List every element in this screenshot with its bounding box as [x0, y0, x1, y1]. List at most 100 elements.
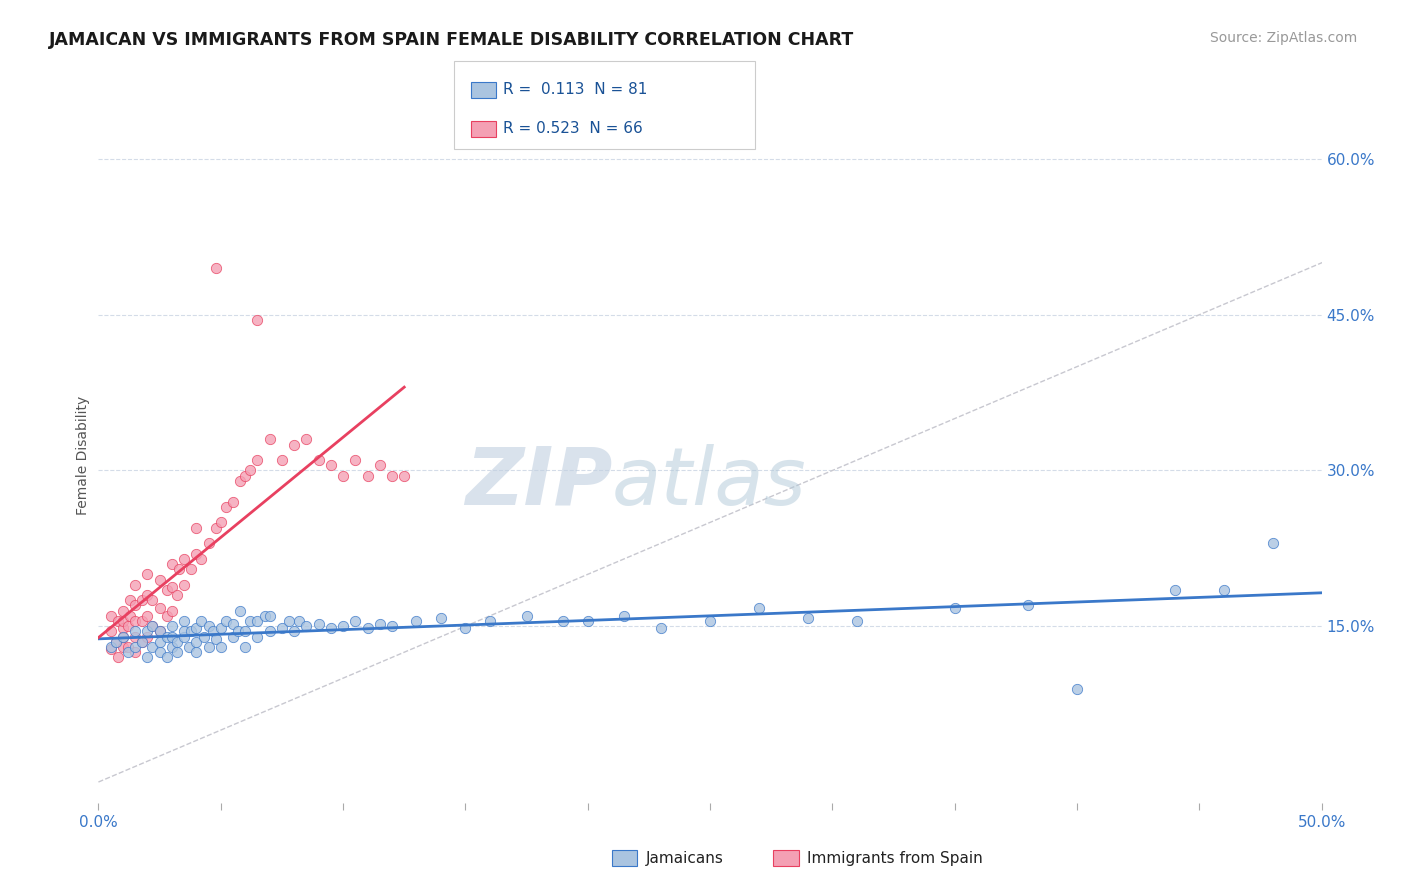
Point — [136, 650, 159, 665]
Point — [699, 614, 721, 628]
Point — [344, 614, 367, 628]
Point — [650, 621, 672, 635]
Point — [149, 645, 172, 659]
Point — [229, 604, 252, 618]
Point — [613, 608, 636, 623]
Point — [454, 621, 477, 635]
Point — [100, 624, 122, 639]
Point — [943, 600, 966, 615]
Point — [180, 624, 202, 639]
Point — [797, 611, 820, 625]
Point — [180, 562, 202, 576]
Point — [160, 580, 183, 594]
Point — [259, 433, 281, 447]
Point — [160, 630, 183, 644]
Point — [107, 614, 129, 628]
Point — [186, 547, 208, 561]
Point — [104, 635, 127, 649]
Point — [166, 635, 188, 649]
Text: ZIP: ZIP — [465, 443, 612, 522]
Point — [186, 520, 208, 534]
Point — [202, 624, 225, 639]
Point — [156, 650, 179, 665]
Point — [478, 614, 501, 628]
Y-axis label: Female Disability: Female Disability — [76, 395, 90, 515]
Point — [405, 614, 427, 628]
Point — [173, 624, 195, 639]
Point — [173, 630, 195, 644]
Point — [368, 458, 391, 473]
Point — [107, 650, 129, 665]
Point — [117, 619, 139, 633]
Point — [124, 624, 146, 639]
Point — [239, 463, 262, 477]
Point — [222, 494, 245, 508]
Point — [136, 608, 159, 623]
Point — [111, 614, 134, 628]
Point — [111, 640, 134, 654]
Point — [141, 619, 163, 633]
Point — [160, 604, 183, 618]
Point — [173, 578, 195, 592]
Point — [136, 567, 159, 582]
Point — [283, 624, 305, 639]
Point — [111, 630, 134, 644]
Point — [156, 608, 179, 623]
Point — [124, 578, 146, 592]
Point — [149, 600, 172, 615]
Point — [104, 635, 127, 649]
Point — [197, 536, 219, 550]
Point — [283, 437, 305, 451]
Point — [124, 640, 146, 654]
Point — [141, 593, 163, 607]
Point — [111, 630, 134, 644]
Point — [319, 621, 342, 635]
Point — [222, 617, 245, 632]
Text: R = 0.523  N = 66: R = 0.523 N = 66 — [503, 121, 643, 136]
Text: JAMAICAN VS IMMIGRANTS FROM SPAIN FEMALE DISABILITY CORRELATION CHART: JAMAICAN VS IMMIGRANTS FROM SPAIN FEMALE… — [49, 31, 855, 49]
Point — [117, 645, 139, 659]
Point — [173, 551, 195, 566]
Point — [160, 557, 183, 571]
Point — [177, 640, 200, 654]
Point — [295, 619, 318, 633]
Point — [120, 608, 142, 623]
Point — [205, 632, 228, 646]
Point — [167, 562, 190, 576]
Point — [259, 608, 281, 623]
Point — [288, 614, 311, 628]
Point — [205, 260, 228, 275]
Point — [156, 582, 179, 597]
Point — [160, 619, 183, 633]
Point — [246, 630, 269, 644]
Point — [368, 617, 391, 632]
Point — [100, 608, 122, 623]
Point — [381, 619, 404, 633]
Point — [344, 453, 367, 467]
Point — [278, 614, 301, 628]
Point — [1017, 599, 1039, 613]
Point — [136, 624, 159, 639]
Point — [356, 468, 378, 483]
Point — [100, 642, 122, 657]
Point — [166, 645, 188, 659]
Text: Jamaicans: Jamaicans — [645, 851, 723, 865]
Point — [141, 619, 163, 633]
Point — [131, 635, 153, 649]
Point — [193, 630, 215, 644]
Point — [149, 573, 172, 587]
Point — [1066, 681, 1088, 696]
Point — [332, 619, 354, 633]
Point — [173, 614, 195, 628]
Point — [1212, 582, 1234, 597]
Point — [111, 621, 134, 635]
Point — [229, 474, 252, 488]
Point — [253, 608, 276, 623]
Point — [190, 614, 212, 628]
Point — [120, 593, 142, 607]
Point — [332, 468, 354, 483]
Point — [124, 614, 146, 628]
Point — [197, 619, 219, 633]
Point — [222, 630, 245, 644]
Point — [136, 630, 159, 644]
